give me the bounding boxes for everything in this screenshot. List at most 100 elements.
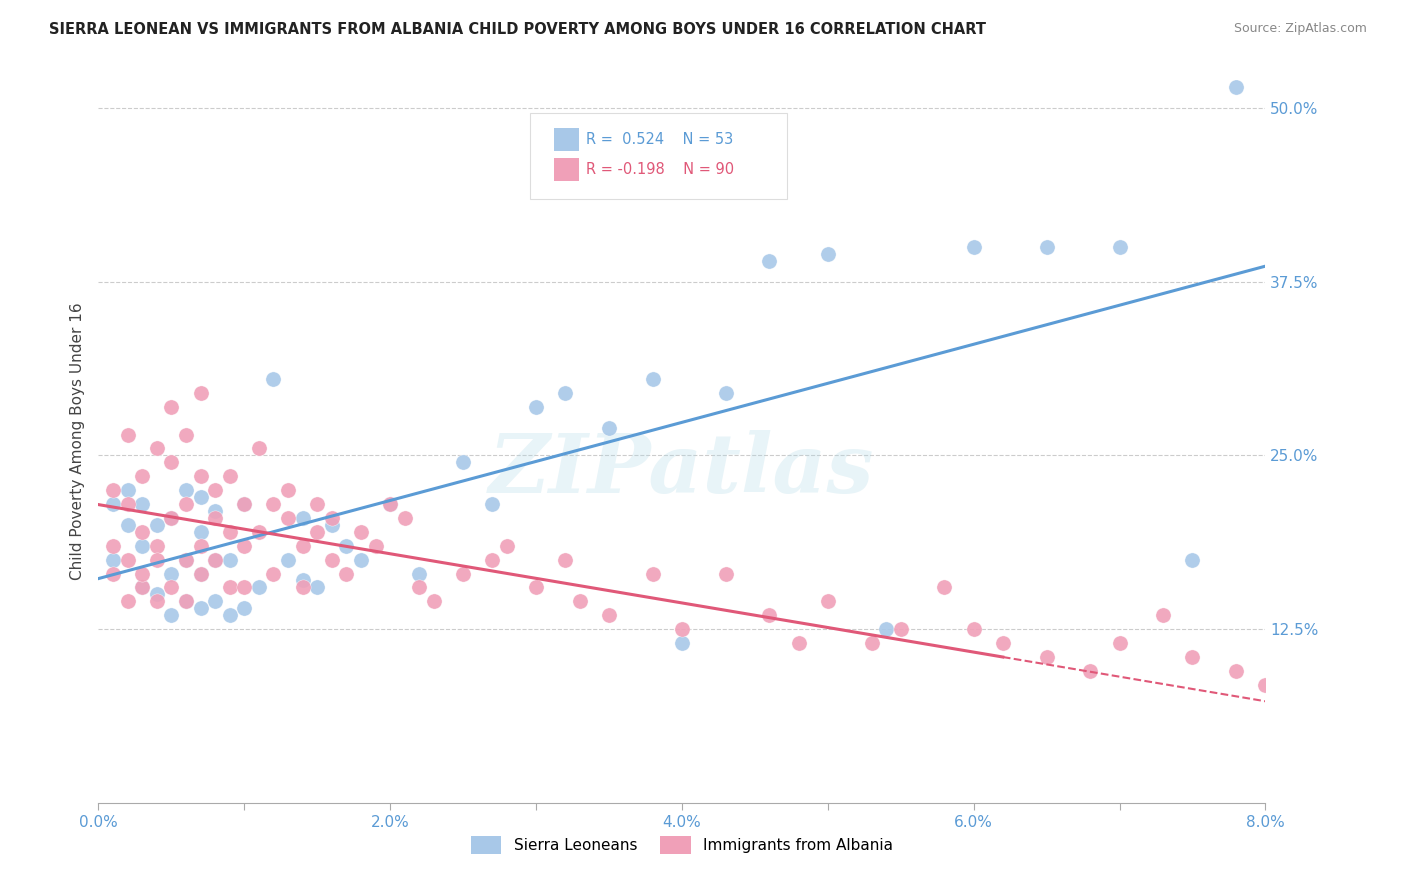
Point bbox=[598, 608, 620, 623]
Point bbox=[350, 552, 373, 566]
Point bbox=[190, 524, 212, 539]
Point bbox=[247, 581, 270, 595]
Point bbox=[218, 552, 240, 566]
Point bbox=[524, 581, 547, 595]
Point bbox=[277, 483, 299, 498]
Point bbox=[262, 566, 284, 581]
Text: ZIPatlas: ZIPatlas bbox=[489, 431, 875, 510]
Point bbox=[117, 552, 139, 566]
FancyBboxPatch shape bbox=[530, 112, 787, 200]
Point bbox=[671, 636, 693, 650]
Point bbox=[408, 566, 430, 581]
Legend: Sierra Leoneans, Immigrants from Albania: Sierra Leoneans, Immigrants from Albania bbox=[465, 830, 898, 860]
Point bbox=[190, 539, 212, 553]
Point bbox=[262, 372, 284, 386]
Point bbox=[277, 552, 299, 566]
Point bbox=[1181, 649, 1204, 664]
Point bbox=[131, 581, 153, 595]
Point bbox=[860, 636, 883, 650]
Point bbox=[160, 400, 183, 414]
Point bbox=[204, 483, 226, 498]
Point bbox=[321, 517, 343, 532]
Point bbox=[160, 581, 183, 595]
Point bbox=[117, 427, 139, 442]
Point bbox=[233, 581, 256, 595]
Point bbox=[962, 240, 984, 254]
Point bbox=[190, 490, 212, 504]
Point bbox=[101, 497, 124, 511]
Point bbox=[394, 511, 416, 525]
Point bbox=[423, 594, 446, 608]
FancyBboxPatch shape bbox=[554, 158, 579, 181]
Point bbox=[408, 581, 430, 595]
Point bbox=[307, 524, 329, 539]
Point bbox=[1080, 664, 1102, 678]
Point bbox=[204, 552, 226, 566]
Point bbox=[277, 511, 299, 525]
Point bbox=[291, 539, 314, 553]
Point bbox=[146, 587, 169, 601]
Point bbox=[321, 552, 343, 566]
Point bbox=[321, 511, 343, 525]
Point bbox=[481, 552, 503, 566]
Point bbox=[233, 497, 256, 511]
Point bbox=[101, 539, 124, 553]
Point bbox=[291, 581, 314, 595]
Point bbox=[190, 385, 212, 400]
Point bbox=[875, 622, 897, 636]
Point bbox=[380, 497, 402, 511]
Point bbox=[218, 469, 240, 483]
Text: SIERRA LEONEAN VS IMMIGRANTS FROM ALBANIA CHILD POVERTY AMONG BOYS UNDER 16 CORR: SIERRA LEONEAN VS IMMIGRANTS FROM ALBANI… bbox=[49, 22, 986, 37]
Point bbox=[190, 469, 212, 483]
Y-axis label: Child Poverty Among Boys Under 16: Child Poverty Among Boys Under 16 bbox=[69, 302, 84, 581]
Point bbox=[218, 524, 240, 539]
Point bbox=[380, 497, 402, 511]
Point bbox=[131, 539, 153, 553]
Point bbox=[554, 552, 576, 566]
Point bbox=[451, 566, 474, 581]
Point bbox=[671, 622, 693, 636]
Point bbox=[1035, 649, 1057, 664]
Point bbox=[218, 581, 240, 595]
Point bbox=[190, 601, 212, 615]
Point bbox=[991, 636, 1014, 650]
Point bbox=[247, 524, 270, 539]
Point bbox=[451, 455, 474, 469]
Point bbox=[568, 594, 591, 608]
Point bbox=[131, 524, 153, 539]
Point bbox=[890, 622, 912, 636]
Point bbox=[174, 594, 197, 608]
Point bbox=[262, 497, 284, 511]
Point bbox=[554, 385, 576, 400]
Point bbox=[1225, 80, 1247, 95]
Point bbox=[117, 483, 139, 498]
Point bbox=[1225, 664, 1247, 678]
Point bbox=[758, 608, 780, 623]
Point bbox=[204, 511, 226, 525]
Point bbox=[524, 400, 547, 414]
Point bbox=[174, 427, 197, 442]
Point bbox=[204, 552, 226, 566]
Point bbox=[174, 483, 197, 498]
Point bbox=[233, 601, 256, 615]
Point bbox=[481, 497, 503, 511]
Point bbox=[758, 253, 780, 268]
Point bbox=[934, 581, 956, 595]
Point bbox=[1108, 636, 1130, 650]
Point bbox=[174, 552, 197, 566]
Point bbox=[233, 497, 256, 511]
Point bbox=[817, 247, 839, 261]
Point bbox=[160, 455, 183, 469]
Point bbox=[335, 539, 357, 553]
Point bbox=[117, 517, 139, 532]
Point bbox=[174, 594, 197, 608]
Point bbox=[496, 539, 519, 553]
Point bbox=[131, 566, 153, 581]
Point bbox=[817, 594, 839, 608]
Point bbox=[146, 539, 169, 553]
Point bbox=[190, 566, 212, 581]
Point bbox=[307, 497, 329, 511]
Point bbox=[962, 622, 984, 636]
Point bbox=[335, 566, 357, 581]
Point bbox=[641, 566, 664, 581]
